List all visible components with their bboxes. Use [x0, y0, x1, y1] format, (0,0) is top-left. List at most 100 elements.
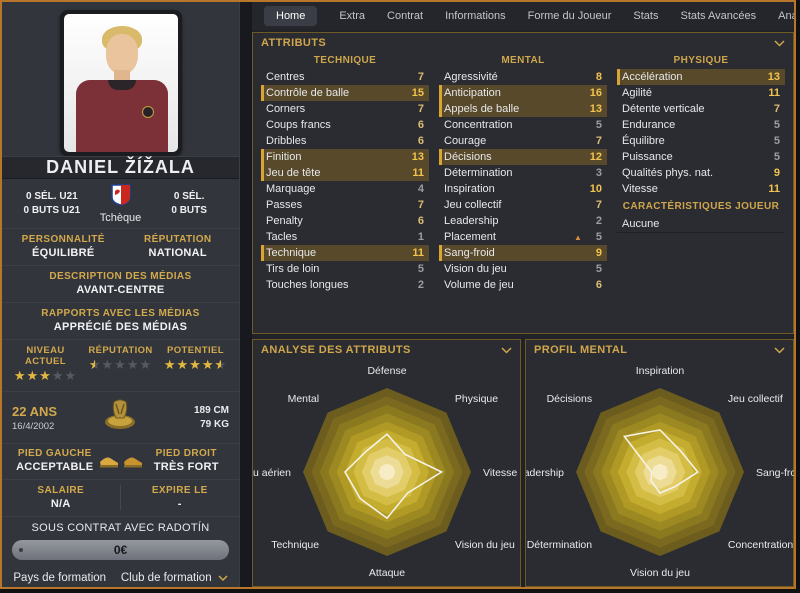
senior-record: 0 SÉL. 0 BUTS: [147, 190, 231, 218]
tab-stats[interactable]: Stats: [633, 10, 659, 22]
chevron-down-icon[interactable]: [774, 346, 785, 354]
player-portrait: [63, 14, 178, 152]
attribute-label: Volume de jeu: [444, 279, 514, 291]
star-rating-potentiel: POTENTIEL ★★★★★ ★★★★★: [158, 345, 233, 385]
attribute-value: 4: [417, 183, 424, 195]
stars-icon: ★★★★★★★★★★: [13, 368, 78, 383]
star-rating-reputation: RÉPUTATION★★★★★★★★★★: [83, 345, 158, 385]
attribute-row-tirs-de-loin: Tirs de loin 5: [261, 261, 429, 277]
formation-labels: Pays de formation Club de formation: [2, 564, 239, 586]
attribute-row-detente-verticale: Détente verticale 7: [617, 101, 785, 117]
chevron-down-icon[interactable]: [218, 575, 228, 581]
player-age: 22 ANS: [12, 403, 58, 419]
attribute-row-jeu-de-tete: Jeu de tête 11: [261, 165, 429, 181]
tab-extra[interactable]: Extra: [339, 10, 366, 22]
attribute-value: 15: [411, 87, 424, 99]
attribute-label: Jeu de tête: [266, 167, 321, 179]
attr-column-mental: MENTAL Agressivité 8 Anticipation 16 Appels d…: [439, 51, 607, 293]
salary: SALAIRE N/A: [2, 485, 121, 510]
czech-flag-icon: [110, 184, 131, 206]
attribute-row-courage: Courage 7: [439, 133, 607, 149]
attribute-row-tacles: Tacles 1: [261, 229, 429, 245]
birth-date: 16/4/2002: [12, 420, 55, 432]
attr-column-technique: TECHNIQUE Centres 7 Contrôle de balle 15 Corn…: [261, 51, 429, 293]
attribute-row-jeu-collectif: Jeu collectif 7: [439, 197, 607, 213]
attr-column-header: PHYSIQUE: [673, 55, 729, 66]
personality-reputation-section: PERSONNALITÉ ÉQUILIBRÉ RÉPUTATION NATION…: [2, 228, 239, 265]
attribute-label: Contrôle de balle: [266, 87, 350, 99]
attribute-label: Endurance: [622, 119, 676, 131]
attr-column-header: TECHNIQUE: [313, 55, 377, 66]
media-description-label: DESCRIPTION DES MÉDIAS: [49, 271, 192, 282]
attribute-value: 2: [417, 279, 424, 291]
attribute-analysis-panel: ANALYSE DES ATTRIBUTS Défense Physique Vit…: [252, 339, 521, 587]
formation-club-label-wrap[interactable]: Club de formation: [121, 572, 228, 584]
attribute-label: Courage: [444, 135, 487, 147]
height-weight-block: 189 CM 79 KG: [152, 404, 229, 432]
reputation: RÉPUTATION NATIONAL: [121, 234, 236, 259]
salary-value: N/A: [50, 498, 71, 510]
chevron-down-icon[interactable]: [501, 346, 512, 354]
tab-stats-avancees[interactable]: Stats Avancées: [680, 10, 757, 22]
attribute-analysis-header: ANALYSE DES ATTRIBUTS: [253, 340, 520, 358]
attribute-label: Placement: [444, 231, 496, 243]
attribute-row-agilite: Agilité 11: [617, 85, 785, 101]
radar-axis-label-leadership: Leadership: [526, 467, 564, 479]
attribute-label: Jeu collectif: [444, 199, 502, 211]
formation-badges: FACR S: [2, 586, 239, 589]
age-block: 22 ANS 16/4/2002: [12, 404, 89, 432]
radar-axis-label-technique: Technique: [271, 539, 319, 551]
tab-home[interactable]: Home: [264, 6, 318, 26]
reputation-value: NATIONAL: [148, 247, 207, 259]
personality-value: ÉQUILIBRÉ: [31, 247, 95, 259]
attribute-row-decisions: Décisions 12: [439, 149, 607, 165]
right-foot-label: PIED DROIT: [155, 448, 217, 459]
attribute-value: 12: [589, 151, 602, 163]
attribute-value: 9: [773, 167, 780, 179]
attribute-value: 5: [595, 231, 602, 243]
club-crest-icon: [105, 399, 136, 429]
czech-fa-badge: FACR: [48, 588, 94, 589]
attribute-label: Centres: [266, 71, 305, 83]
main-area: Home Extra Contrat Informations Forme du Jou…: [252, 2, 794, 587]
attribute-value: 1: [417, 231, 424, 243]
player-photo-frame: [59, 10, 182, 156]
tab-informations[interactable]: Informations: [445, 10, 506, 22]
attribute-row-determination: Détermination 3: [439, 165, 607, 181]
contract-terms-section: SALAIRE N/A EXPIRE LE -: [2, 479, 239, 516]
attribute-value: 13: [589, 103, 602, 115]
media-handling-section: RAPPORTS AVEC LES MÉDIAS APPRÉCIÉ DES MÉ…: [2, 302, 239, 339]
u21-goals: 0 BUTS U21: [23, 205, 81, 216]
media-handling-value: APPRÉCIÉ DES MÉDIAS: [53, 321, 188, 333]
attribute-label: Corners: [266, 103, 306, 115]
player-name: DANIEL ŽÍŽALA: [2, 156, 239, 179]
attribute-label: Qualités phys. nat.: [622, 167, 714, 179]
attributes-grid: TECHNIQUE Centres 7 Contrôle de balle 15 Corn…: [253, 51, 793, 293]
attribute-label: Tacles: [266, 231, 298, 243]
portrait-club-crest: [141, 106, 154, 118]
tab-forme-du-joueur[interactable]: Forme du Joueur: [527, 10, 612, 22]
star-ratings-section: NIVEAU ACTUEL★★★★★★★★★★RÉPUTATION★★★★★★★…: [2, 339, 239, 391]
attribute-label: Concentration: [444, 119, 513, 131]
attribute-row-dribbles: Dribbles 6: [261, 133, 429, 149]
attribute-label: Finition: [266, 151, 302, 163]
attribute-row-corners: Corners 7: [261, 101, 429, 117]
attribute-value: 5: [773, 135, 780, 147]
player-sidebar: DANIEL ŽÍŽALA 0 SÉL. U21 0 BUTS U21 Tchè…: [2, 2, 239, 587]
radar-axis-label-physique: Physique: [455, 393, 498, 405]
attribute-label: Tirs de loin: [266, 263, 320, 275]
tab-analyses-de-joueur[interactable]: Analyses de joueur: [778, 10, 794, 22]
attribute-label: Appels de balle: [444, 103, 520, 115]
chevron-down-icon[interactable]: [774, 39, 785, 47]
player-weight: 79 KG: [200, 418, 229, 430]
mental-profile-header: PROFIL MENTAL: [526, 340, 793, 358]
attribute-label: Leadership: [444, 215, 499, 227]
right-foot: PIED DROIT TRÈS FORT: [144, 448, 230, 473]
tab-contrat[interactable]: Contrat: [387, 10, 424, 22]
attribute-label: Penalty: [266, 215, 303, 227]
radar-axis-label-defense: Défense: [367, 365, 406, 377]
attribute-row-passes: Passes 7: [261, 197, 429, 213]
portrait-face: [105, 34, 138, 74]
attribute-row-technique: Technique 11: [261, 245, 429, 261]
attribute-label: Agilité: [622, 87, 652, 99]
